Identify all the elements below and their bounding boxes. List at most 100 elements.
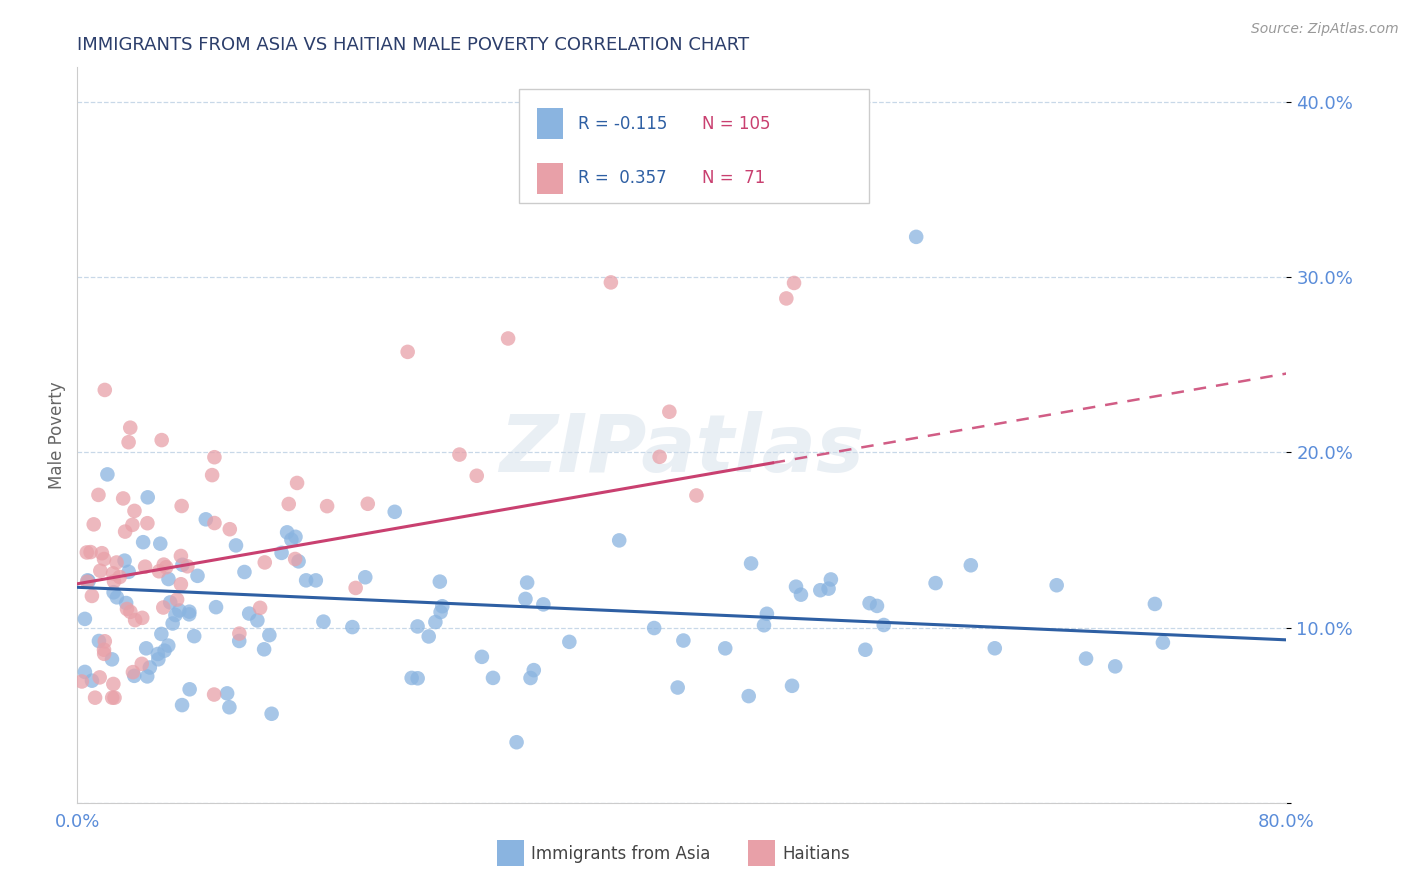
- Point: [124, 613, 146, 627]
- Point: [183, 629, 205, 643]
- Point: [204, 450, 226, 465]
- Point: [685, 488, 707, 502]
- Point: [228, 634, 250, 648]
- Point: [179, 682, 201, 697]
- Point: [132, 535, 155, 549]
- Point: [94, 634, 117, 648]
- Point: [643, 621, 665, 635]
- Point: [228, 626, 250, 640]
- Text: Immigrants from Asia: Immigrants from Asia: [531, 845, 710, 863]
- Point: [246, 614, 269, 628]
- FancyBboxPatch shape: [537, 108, 564, 139]
- Point: [775, 292, 797, 306]
- Point: [146, 647, 169, 661]
- Point: [131, 611, 153, 625]
- Point: [276, 525, 298, 540]
- Point: [93, 552, 115, 566]
- Point: [785, 580, 807, 594]
- Point: [136, 516, 159, 531]
- Point: [87, 634, 110, 648]
- Point: [103, 574, 125, 589]
- Point: [505, 735, 527, 749]
- Point: [157, 639, 180, 653]
- FancyBboxPatch shape: [537, 163, 564, 194]
- Point: [114, 524, 136, 539]
- Point: [124, 669, 146, 683]
- Point: [233, 565, 256, 579]
- Point: [108, 570, 131, 584]
- Point: [280, 533, 302, 547]
- Point: [672, 633, 695, 648]
- Point: [73, 665, 96, 679]
- Point: [270, 546, 292, 560]
- Point: [401, 671, 423, 685]
- Text: Haitians: Haitians: [782, 845, 851, 863]
- Point: [519, 671, 541, 685]
- Point: [152, 558, 174, 572]
- Point: [808, 583, 831, 598]
- Point: [118, 565, 141, 579]
- Point: [396, 344, 419, 359]
- Text: N = 105: N = 105: [703, 115, 770, 133]
- Point: [103, 690, 125, 705]
- Point: [150, 433, 173, 447]
- Point: [96, 467, 118, 482]
- Point: [866, 599, 889, 613]
- Point: [186, 569, 208, 583]
- Point: [217, 686, 239, 700]
- Point: [465, 468, 488, 483]
- Point: [170, 577, 193, 591]
- Point: [170, 698, 193, 712]
- Point: [73, 612, 96, 626]
- Point: [159, 595, 181, 609]
- FancyBboxPatch shape: [519, 89, 869, 203]
- Point: [162, 616, 184, 631]
- Y-axis label: Male Poverty: Male Poverty: [48, 381, 66, 489]
- Point: [120, 605, 142, 619]
- Point: [153, 643, 176, 657]
- Point: [783, 276, 806, 290]
- Point: [496, 331, 519, 345]
- Point: [287, 554, 309, 568]
- Point: [204, 516, 226, 530]
- Point: [225, 538, 247, 552]
- Point: [139, 660, 162, 674]
- Point: [89, 670, 111, 684]
- Text: Source: ZipAtlas.com: Source: ZipAtlas.com: [1251, 22, 1399, 37]
- Point: [516, 575, 538, 590]
- Point: [202, 688, 225, 702]
- Point: [136, 669, 159, 683]
- Point: [406, 619, 429, 633]
- Point: [87, 488, 110, 502]
- Point: [80, 589, 103, 603]
- Point: [79, 545, 101, 559]
- Point: [205, 600, 228, 615]
- Point: [103, 585, 125, 599]
- Point: [169, 603, 191, 617]
- Point: [122, 665, 145, 680]
- Point: [260, 706, 283, 721]
- Point: [924, 576, 946, 591]
- Point: [120, 420, 142, 434]
- Text: ZIPatlas: ZIPatlas: [499, 410, 865, 489]
- Point: [101, 690, 124, 705]
- Point: [101, 566, 124, 581]
- Point: [418, 630, 440, 644]
- Point: [124, 504, 146, 518]
- Point: [136, 491, 159, 505]
- Point: [114, 554, 136, 568]
- Point: [738, 689, 761, 703]
- Point: [429, 574, 451, 589]
- Point: [790, 588, 813, 602]
- Point: [471, 649, 494, 664]
- Point: [150, 627, 173, 641]
- Point: [115, 602, 138, 616]
- Point: [357, 497, 380, 511]
- Point: [218, 700, 240, 714]
- Point: [1074, 651, 1097, 665]
- Point: [89, 564, 111, 578]
- Point: [1104, 659, 1126, 673]
- Point: [76, 574, 98, 589]
- Point: [172, 558, 194, 572]
- Point: [666, 681, 689, 695]
